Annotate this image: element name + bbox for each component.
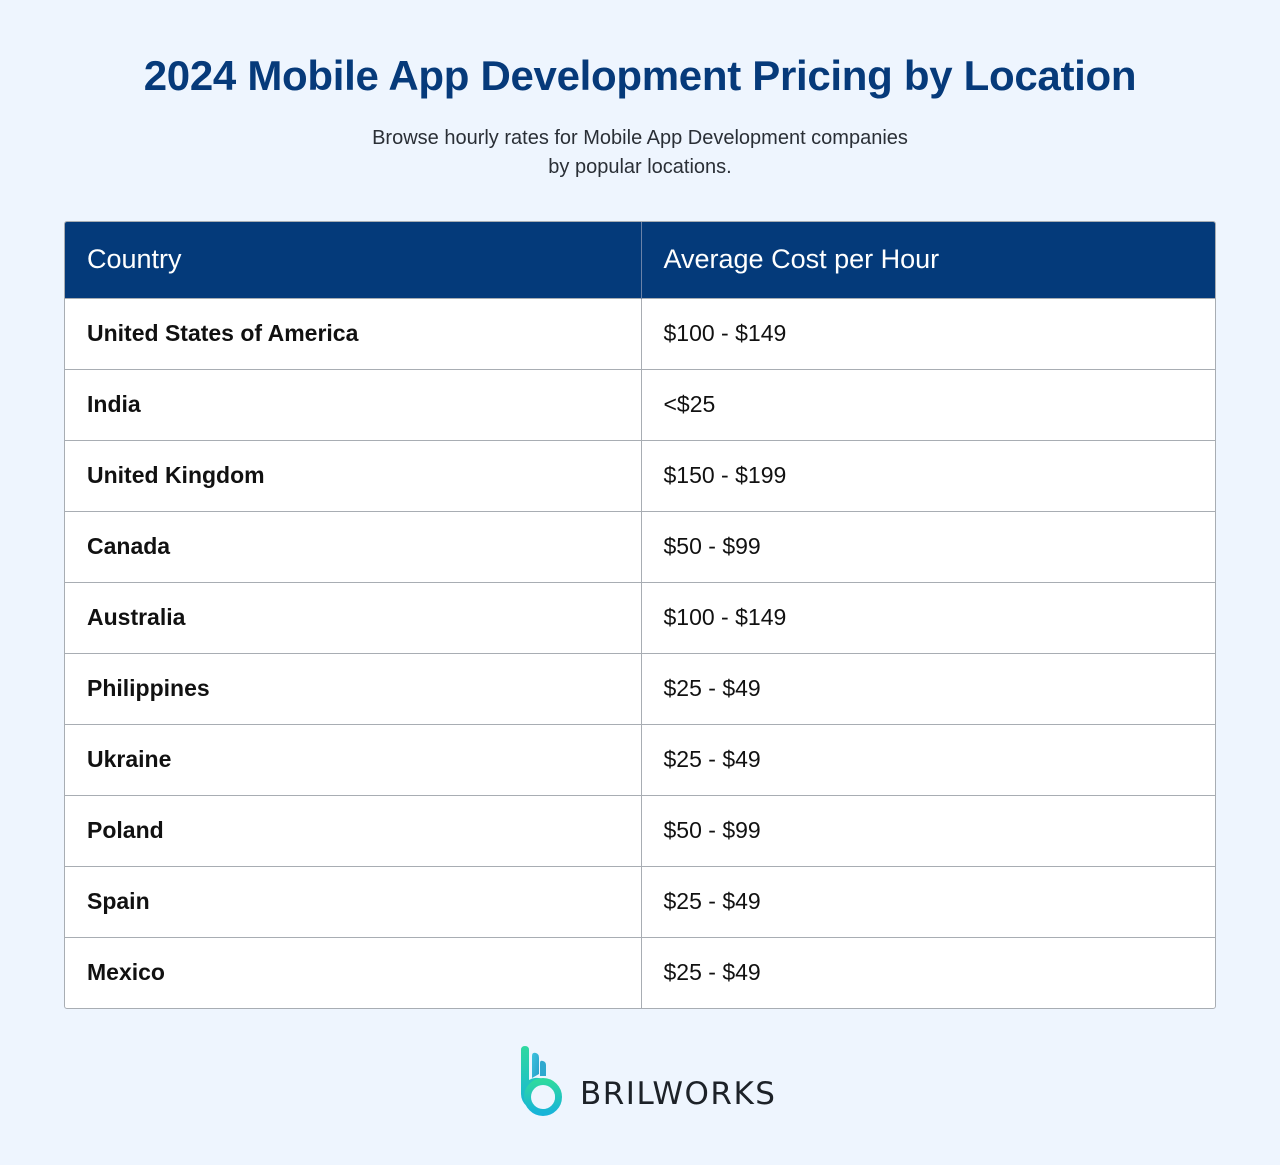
country-cell: Spain xyxy=(65,865,641,937)
table-row: United Kingdom $150 - $199 xyxy=(65,439,1215,511)
rate-cell: $100 - $149 xyxy=(640,581,1215,653)
table-row: Poland $50 - $99 xyxy=(65,794,1215,866)
country-cell: Mexico xyxy=(65,936,641,1008)
rate-cell: $150 - $199 xyxy=(640,439,1215,511)
rate-cell: $25 - $49 xyxy=(640,865,1215,937)
rate-cell: $25 - $49 xyxy=(640,936,1215,1008)
table-row: Philippines $25 - $49 xyxy=(65,652,1215,724)
table-header-row: Country Average Cost per Hour xyxy=(65,222,1215,298)
page-title: 2024 Mobile App Development Pricing by L… xyxy=(143,52,1137,99)
country-cell: India xyxy=(65,368,641,440)
country-cell: Canada xyxy=(65,510,641,582)
rate-cell: $100 - $149 xyxy=(640,297,1215,369)
table-row: Ukraine $25 - $49 xyxy=(65,723,1215,795)
subtitle-line-2: by popular locations. xyxy=(548,156,732,178)
country-cell: United States of America xyxy=(65,297,641,369)
country-cell: Poland xyxy=(65,794,641,866)
table-row: Mexico $25 - $49 xyxy=(65,936,1215,1008)
table-row: India <$25 xyxy=(65,368,1215,440)
brand-name: BRILWORKS xyxy=(580,1076,777,1112)
rate-cell: $50 - $99 xyxy=(640,794,1215,866)
rate-cell: $25 - $49 xyxy=(640,723,1215,795)
page-subtitle: Browse hourly rates for Mobile App Devel… xyxy=(0,124,1280,182)
rate-cell: <$25 xyxy=(640,368,1215,440)
column-header-country: Country xyxy=(87,244,182,275)
rate-cell: $25 - $49 xyxy=(640,652,1215,724)
table-row: Spain $25 - $49 xyxy=(65,865,1215,937)
table-row: Australia $100 - $149 xyxy=(65,581,1215,653)
country-cell: Australia xyxy=(65,581,641,653)
country-cell: Philippines xyxy=(65,652,641,724)
pricing-table: Country Average Cost per Hour United Sta… xyxy=(64,221,1216,1009)
table-row: Canada $50 - $99 xyxy=(65,510,1215,582)
table-row: United States of America $100 - $149 xyxy=(65,297,1215,369)
subtitle-line-1: Browse hourly rates for Mobile App Devel… xyxy=(372,127,908,149)
country-cell: United Kingdom xyxy=(65,439,641,511)
brand-logo: BRILWORKS xyxy=(521,1046,776,1118)
rate-cell: $50 - $99 xyxy=(640,510,1215,582)
column-header-average-cost: Average Cost per Hour xyxy=(640,222,1215,298)
country-cell: Ukraine xyxy=(65,723,641,795)
brilworks-b-logo-icon xyxy=(521,1046,562,1116)
